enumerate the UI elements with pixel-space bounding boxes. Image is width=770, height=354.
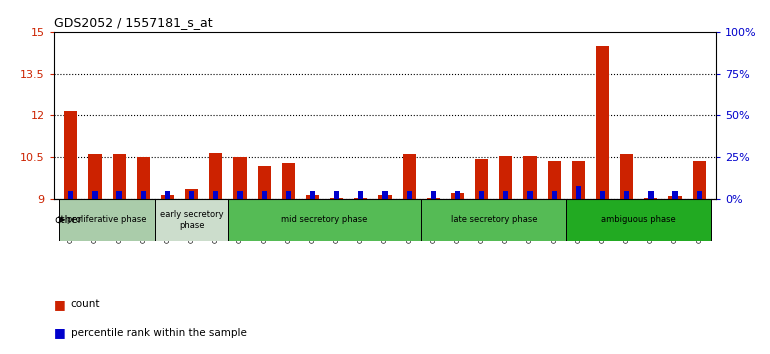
Bar (137, 157, 150, 199)
Text: ambiguous phase: ambiguous phase (601, 215, 676, 224)
Bar (116, 190, 122, 199)
Bar (354, 198, 367, 199)
Bar (257, 166, 271, 199)
Bar (161, 195, 174, 199)
Bar (475, 159, 488, 199)
Bar (451, 193, 464, 199)
Bar (92, 190, 98, 199)
Text: percentile rank within the sample: percentile rank within the sample (71, 328, 246, 338)
Text: ■: ■ (54, 326, 65, 339)
Bar (547, 161, 561, 199)
Bar (233, 157, 246, 199)
Bar (141, 190, 146, 199)
Bar (306, 195, 319, 199)
Bar (112, 154, 126, 199)
Bar (672, 190, 678, 199)
Bar (213, 190, 219, 199)
Bar (576, 185, 581, 199)
Bar (282, 163, 295, 199)
Text: count: count (71, 299, 100, 309)
Bar (479, 190, 484, 199)
Text: ■: ■ (54, 298, 65, 311)
Bar (624, 190, 629, 199)
Text: mid secretory phase: mid secretory phase (281, 215, 368, 224)
Bar (427, 198, 440, 199)
Bar (620, 154, 634, 199)
Bar (237, 190, 243, 199)
Bar (403, 154, 416, 199)
Bar (358, 190, 363, 199)
Bar (189, 190, 194, 199)
Bar (383, 190, 387, 199)
Bar (692, 161, 706, 199)
Bar (407, 190, 412, 199)
Bar (596, 46, 609, 199)
Bar (527, 190, 533, 199)
Bar (209, 153, 223, 199)
Bar (334, 190, 340, 199)
Bar (668, 196, 681, 199)
Text: late secretory phase: late secretory phase (450, 215, 537, 224)
Text: GDS2052 / 1557181_s_at: GDS2052 / 1557181_s_at (54, 16, 213, 29)
Bar (185, 189, 199, 199)
Bar (551, 190, 557, 199)
Text: early secretory
phase: early secretory phase (160, 210, 223, 229)
Bar (330, 198, 343, 199)
Bar (524, 156, 537, 199)
Bar (286, 190, 291, 199)
Bar (156, 199, 228, 241)
Bar (600, 190, 605, 199)
Bar (566, 199, 711, 241)
Bar (69, 190, 73, 199)
Bar (503, 190, 508, 199)
Bar (64, 111, 78, 199)
Text: other: other (55, 215, 82, 225)
Bar (59, 199, 156, 241)
Bar (421, 199, 566, 241)
Bar (430, 190, 436, 199)
Bar (310, 190, 315, 199)
Bar (571, 161, 585, 199)
Text: proliferative phase: proliferative phase (67, 215, 147, 224)
Bar (378, 195, 392, 199)
Bar (455, 190, 460, 199)
Bar (89, 154, 102, 199)
Bar (644, 198, 658, 199)
Bar (648, 190, 654, 199)
Bar (165, 190, 170, 199)
Bar (499, 156, 513, 199)
Bar (228, 199, 421, 241)
Bar (697, 190, 701, 199)
Bar (262, 190, 267, 199)
